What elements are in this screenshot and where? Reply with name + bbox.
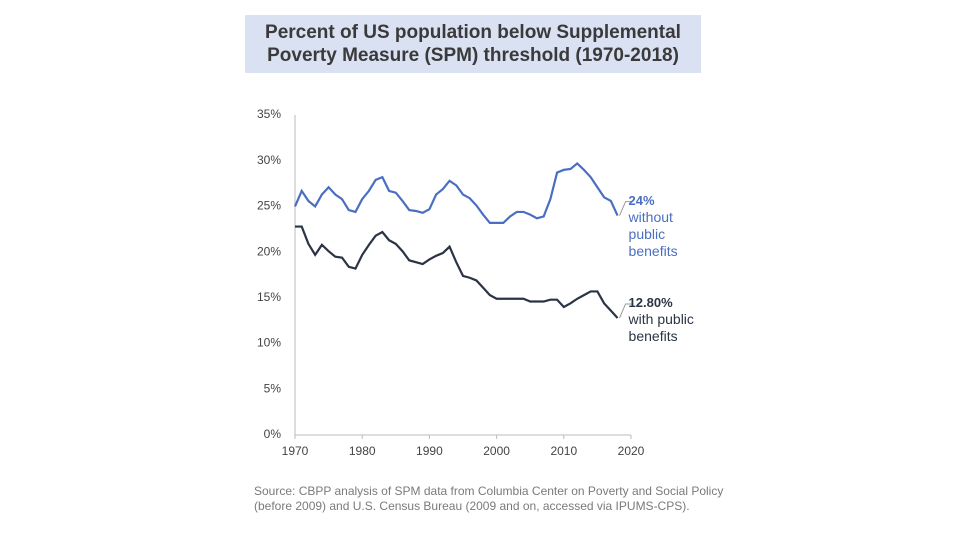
x-tick-label: 1970: [282, 444, 309, 458]
label-connector: [619, 303, 632, 319]
x-tick-label: 2020: [618, 444, 645, 458]
y-tick-label: 20%: [257, 244, 281, 258]
y-tick-label: 15%: [257, 290, 281, 304]
chart-title: Percent of US population below Supplemen…: [245, 15, 701, 73]
x-tick-label: 2010: [550, 444, 577, 458]
series-label: 24% without public benefits: [629, 192, 711, 260]
y-tick-label: 10%: [257, 336, 281, 350]
source-note: Source: CBPP analysis of SPM data from C…: [254, 484, 724, 513]
series-name: with public benefits: [628, 310, 694, 344]
x-tick-label: 1980: [349, 444, 376, 458]
x-tick-label: 1990: [416, 444, 443, 458]
series-name: without public benefits: [628, 208, 678, 259]
series-line: [293, 161, 619, 224]
series-label: 12.80% with public benefits: [629, 294, 711, 345]
end-value-label: 24%: [628, 192, 655, 208]
y-tick-label: 5%: [264, 381, 282, 395]
x-tick-label: 2000: [483, 444, 510, 458]
y-tick-label: 25%: [257, 199, 281, 213]
y-tick-label: 30%: [257, 153, 281, 167]
label-connector: [619, 201, 632, 216]
y-tick-label: 35%: [257, 107, 281, 121]
series-line: [295, 225, 619, 319]
y-tick-label: 0%: [264, 427, 282, 441]
end-value-label: 12.80%: [628, 294, 673, 310]
